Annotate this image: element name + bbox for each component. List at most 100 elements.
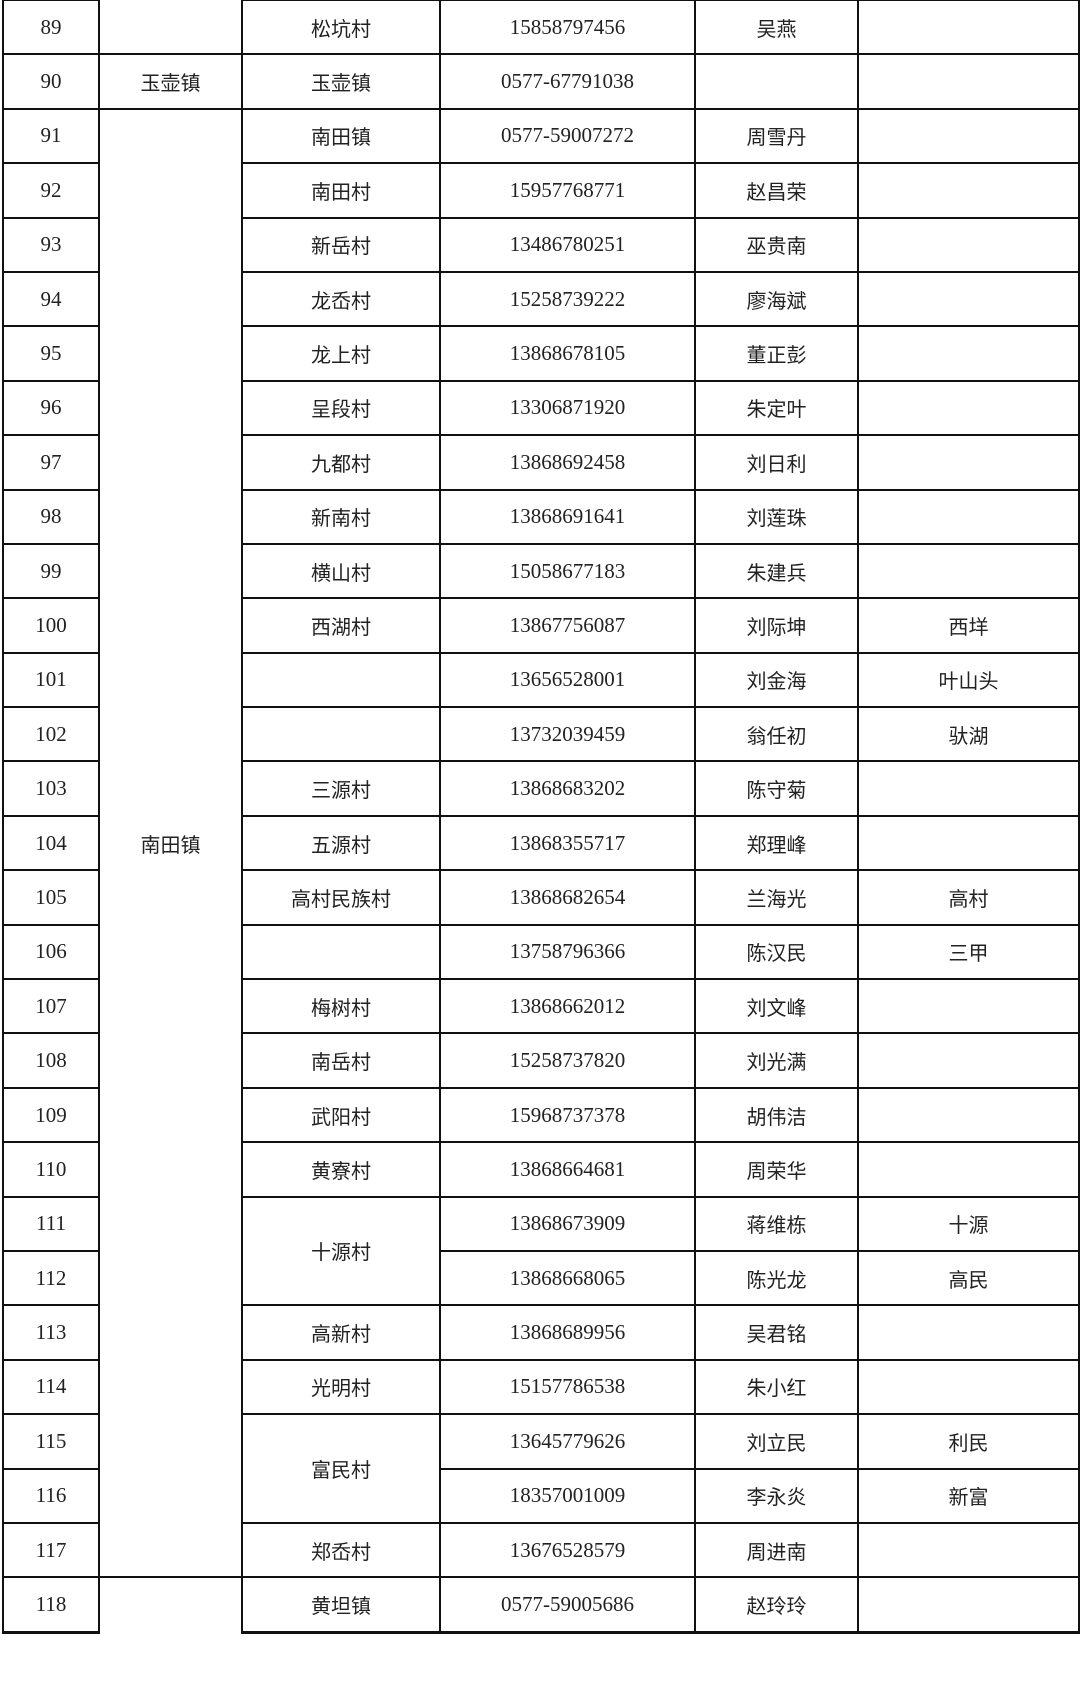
note-cell: 驮湖 — [857, 706, 1080, 763]
contact-name-cell: 董正彭 — [694, 325, 859, 382]
contact-name-cell: 巫贵南 — [694, 216, 859, 273]
phone-cell: 13306871920 — [439, 379, 696, 437]
contact-name-cell: 赵昌荣 — [694, 162, 859, 219]
contact-name-cell — [694, 53, 859, 110]
note-cell: 三甲 — [857, 923, 1080, 981]
table-row: 94 龙岙村 15258739222 廖海斌 — [2, 270, 1080, 328]
phone-cell: 15058677183 — [439, 542, 696, 600]
note-cell — [857, 434, 1080, 491]
table-row: 103 三源村 13868683202 陈守菊 — [2, 760, 1080, 817]
village-cell: 龙上村 — [241, 325, 441, 382]
village-cell: 五源村 — [241, 814, 441, 872]
table-row: 111 十源村 13868673909 蒋维栋 十源 — [2, 1195, 1080, 1307]
phone-cell: 13868673909 — [439, 1195, 696, 1252]
row-number: 91 — [2, 107, 100, 165]
note-cell — [857, 1304, 1080, 1361]
contact-name-cell: 刘金海 — [694, 651, 859, 709]
village-cell — [241, 923, 441, 981]
village-cell: 黄坦镇 — [241, 1576, 441, 1634]
contact-name-cell: 郑理峰 — [694, 814, 859, 872]
table-row: 108 南岳村 15258737820 刘光满 — [2, 1032, 1080, 1089]
contact-name-cell: 刘际坤 — [694, 597, 859, 654]
village-cell: 龙岙村 — [241, 270, 441, 328]
phone-cell: 13676528579 — [439, 1521, 696, 1579]
table-row: 117 郑岙村 13676528579 周进南 — [2, 1521, 1080, 1579]
row-number: 94 — [2, 270, 100, 328]
contact-name-cell: 兰海光 — [694, 869, 859, 926]
phone-cell: 15968737378 — [439, 1086, 696, 1144]
note-cell — [857, 814, 1080, 872]
village-cell: 九都村 — [241, 434, 441, 491]
contact-name-cell: 刘光满 — [694, 1032, 859, 1089]
table-row: 116 18357001009 李永炎 新富 — [2, 1467, 1080, 1524]
table-row: 118 黄坦镇 0577-59005686 赵玲玲 — [2, 1576, 1080, 1634]
village-cell — [241, 651, 441, 709]
note-cell: 西垟 — [857, 597, 1080, 654]
village-cell: 横山村 — [241, 542, 441, 600]
table-row: 101 13656528001 刘金海 叶山头 — [2, 651, 1080, 709]
note-cell: 叶山头 — [857, 651, 1080, 709]
township-cell: 玉壶镇 — [98, 53, 243, 110]
contact-name-cell: 刘文峰 — [694, 978, 859, 1035]
phone-cell: 13868683202 — [439, 760, 696, 817]
contact-name-cell: 刘莲珠 — [694, 488, 859, 545]
note-cell — [857, 1521, 1080, 1579]
note-cell — [857, 162, 1080, 219]
note-cell — [857, 216, 1080, 273]
note-cell — [857, 325, 1080, 382]
village-cell: 南岳村 — [241, 1032, 441, 1089]
contact-name-cell: 周雪丹 — [694, 107, 859, 165]
row-number: 97 — [2, 434, 100, 491]
note-cell — [857, 0, 1080, 56]
row-number: 108 — [2, 1032, 100, 1089]
contact-name-cell: 朱定叶 — [694, 379, 859, 437]
table-row: 93 新岳村 13486780251 巫贵南 — [2, 216, 1080, 273]
phone-cell: 13868668065 — [439, 1249, 696, 1307]
table-row: 95 龙上村 13868678105 董正彭 — [2, 325, 1080, 382]
village-cell: 呈段村 — [241, 379, 441, 437]
contact-name-cell: 陈守菊 — [694, 760, 859, 817]
township-cell — [98, 1576, 243, 1633]
phone-cell: 13868355717 — [439, 814, 696, 872]
table-row: 96 呈段村 13306871920 朱定叶 — [2, 379, 1080, 437]
table-row: 92 南田村 15957768771 赵昌荣 — [2, 162, 1080, 219]
row-number: 113 — [2, 1304, 100, 1361]
table-row: 109 武阳村 15968737378 胡伟洁 — [2, 1086, 1080, 1144]
phone-cell: 13868662012 — [439, 978, 696, 1035]
phone-cell: 15858797456 — [439, 0, 696, 56]
row-number: 100 — [2, 597, 100, 654]
row-number: 112 — [2, 1249, 100, 1307]
contact-name-cell: 刘立民 — [694, 1413, 859, 1470]
row-number: 104 — [2, 814, 100, 872]
note-cell — [857, 270, 1080, 328]
note-cell — [857, 53, 1080, 110]
village-cell: 郑岙村 — [241, 1521, 441, 1579]
phone-cell: 13645779626 — [439, 1413, 696, 1470]
table-row: 104 五源村 13868355717 郑理峰 — [2, 814, 1080, 872]
note-cell: 利民 — [857, 1413, 1080, 1470]
village-cell: 黄寮村 — [241, 1141, 441, 1198]
village-cell: 南田村 — [241, 162, 441, 219]
contact-name-cell: 翁任初 — [694, 706, 859, 763]
row-number: 110 — [2, 1141, 100, 1198]
row-number: 109 — [2, 1086, 100, 1144]
phone-cell: 15957768771 — [439, 162, 696, 219]
row-number: 96 — [2, 379, 100, 437]
table-row: 98 新南村 13868691641 刘莲珠 — [2, 488, 1080, 545]
row-number: 114 — [2, 1358, 100, 1416]
row-number: 92 — [2, 162, 100, 219]
note-cell — [857, 760, 1080, 817]
note-cell — [857, 1576, 1080, 1634]
table-row: 102 13732039459 翁任初 驮湖 — [2, 706, 1080, 763]
phone-cell: 13867756087 — [439, 597, 696, 654]
village-cell: 富民村 — [241, 1413, 441, 1524]
township-cell — [98, 0, 243, 56]
row-number: 106 — [2, 923, 100, 981]
row-number: 118 — [2, 1576, 100, 1634]
table-row: 114 光明村 15157786538 朱小红 — [2, 1358, 1080, 1416]
village-cell: 新南村 — [241, 488, 441, 545]
table-row: 90 玉壶镇 玉壶镇 0577-67791038 — [2, 53, 1080, 110]
row-number: 102 — [2, 706, 100, 763]
table-row: 110 黄寮村 13868664681 周荣华 — [2, 1141, 1080, 1198]
table-row: 91 南田镇 南田镇 0577-59007272 周雪丹 — [2, 107, 1080, 1579]
